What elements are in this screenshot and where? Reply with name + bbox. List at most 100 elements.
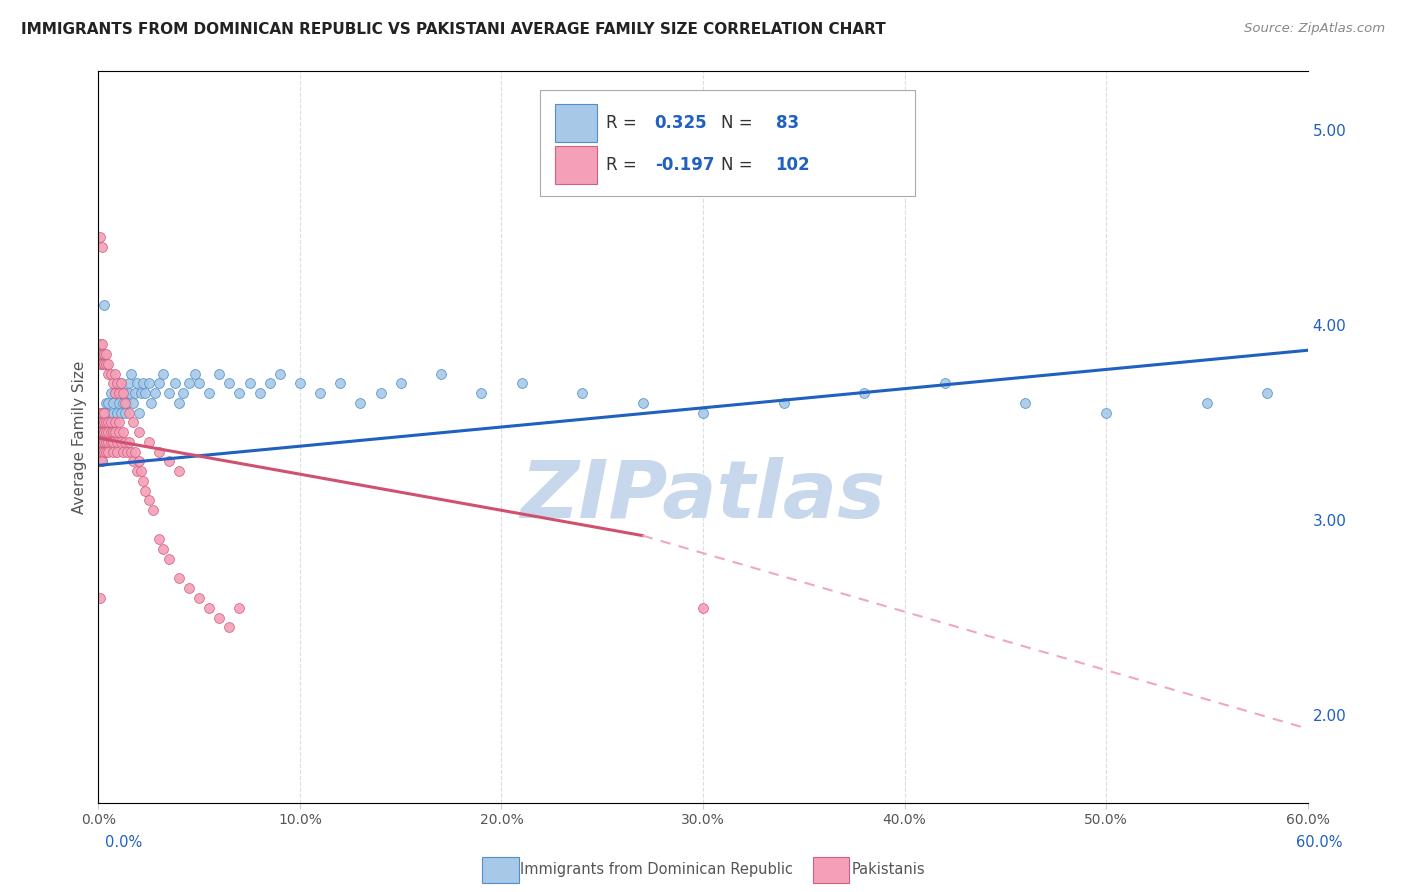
Point <box>89 434 111 449</box>
Point <box>110 376 132 391</box>
Point <box>111 386 134 401</box>
Point <box>111 425 134 440</box>
Point <box>218 620 240 634</box>
Point <box>101 444 124 458</box>
Point <box>179 376 201 391</box>
Point <box>101 376 124 391</box>
Point <box>91 406 114 420</box>
Point <box>111 396 134 410</box>
Point <box>510 376 533 391</box>
Point <box>101 396 124 410</box>
Point <box>91 416 114 430</box>
Point <box>89 425 111 440</box>
Point <box>100 425 122 440</box>
Point <box>179 581 201 595</box>
Point <box>100 416 122 430</box>
Point <box>93 416 115 430</box>
Point <box>101 425 124 440</box>
Point <box>184 367 207 381</box>
Point <box>157 386 180 401</box>
Text: 0.0%: 0.0% <box>105 836 142 850</box>
Point <box>125 464 148 478</box>
Text: 60.0%: 60.0% <box>1296 836 1343 850</box>
Point <box>103 416 125 430</box>
Point <box>93 434 115 449</box>
Point <box>1195 396 1218 410</box>
Point <box>129 386 152 401</box>
Point <box>89 434 111 449</box>
Point <box>148 376 170 391</box>
Point <box>107 396 129 410</box>
Point <box>91 406 114 420</box>
Point <box>1014 396 1036 410</box>
Text: N =: N = <box>721 156 758 174</box>
Point <box>97 444 120 458</box>
Point <box>89 347 111 361</box>
Point <box>134 483 156 498</box>
Point <box>91 434 114 449</box>
Point <box>91 425 114 440</box>
Point <box>89 591 111 605</box>
Point <box>107 425 129 440</box>
FancyBboxPatch shape <box>540 90 915 195</box>
Point <box>107 386 129 401</box>
Text: 0.325: 0.325 <box>655 113 707 131</box>
Point <box>239 376 262 391</box>
Text: IMMIGRANTS FROM DOMINICAN REPUBLIC VS PAKISTANI AVERAGE FAMILY SIZE CORRELATION : IMMIGRANTS FROM DOMINICAN REPUBLIC VS PA… <box>21 22 886 37</box>
Point <box>167 464 190 478</box>
Point <box>91 416 114 430</box>
Point <box>93 425 115 440</box>
FancyBboxPatch shape <box>555 146 596 184</box>
Point <box>105 376 128 391</box>
Point <box>772 396 794 410</box>
Point <box>97 434 120 449</box>
Text: ZIPatlas: ZIPatlas <box>520 457 886 534</box>
Point <box>110 376 132 391</box>
Text: 83: 83 <box>776 113 799 131</box>
Point <box>1256 386 1278 401</box>
Text: 102: 102 <box>776 156 810 174</box>
Point <box>89 337 111 351</box>
Point <box>105 434 128 449</box>
Point <box>93 347 115 361</box>
Point <box>167 572 190 586</box>
Point <box>93 444 115 458</box>
Point <box>571 386 593 401</box>
Point <box>97 406 120 420</box>
Point <box>132 474 155 488</box>
Point <box>89 230 111 244</box>
Point <box>470 386 492 401</box>
Point <box>91 454 114 468</box>
Point <box>120 367 142 381</box>
Point <box>91 347 114 361</box>
Point <box>100 416 122 430</box>
Point <box>100 386 122 401</box>
Point <box>89 444 111 458</box>
Point <box>142 503 165 517</box>
Point <box>120 444 142 458</box>
Point <box>89 406 111 420</box>
Point <box>118 406 141 420</box>
Point <box>96 357 118 371</box>
Point <box>934 376 956 391</box>
Point <box>107 416 129 430</box>
Point <box>89 416 111 430</box>
Point <box>389 376 412 391</box>
Point <box>124 444 146 458</box>
Point <box>370 386 392 401</box>
Point <box>89 444 111 458</box>
Point <box>103 416 125 430</box>
Point <box>125 376 148 391</box>
Text: R =: R = <box>606 113 643 131</box>
Point <box>114 396 136 410</box>
Point <box>93 298 115 312</box>
Point <box>111 444 134 458</box>
Point <box>121 396 143 410</box>
Point <box>631 396 654 410</box>
Point <box>118 434 141 449</box>
Point <box>172 386 194 401</box>
Point <box>103 386 125 401</box>
Point <box>288 376 311 391</box>
Point <box>91 425 114 440</box>
Point <box>101 434 124 449</box>
